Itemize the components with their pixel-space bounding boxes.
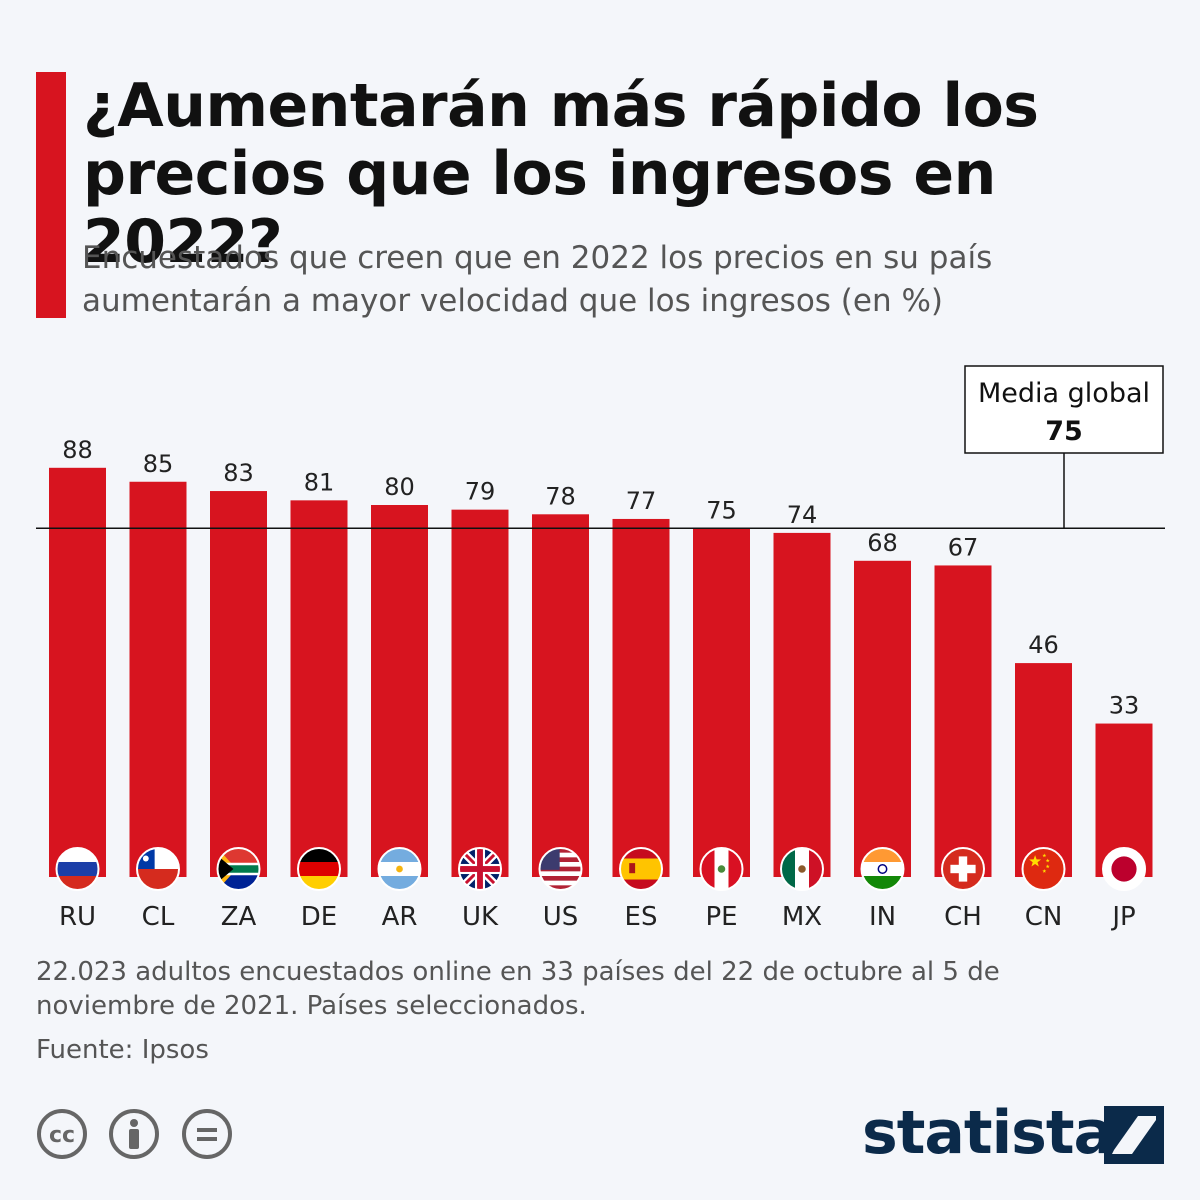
category-label-ar: AR xyxy=(382,902,418,932)
flag-usa-icon xyxy=(538,847,583,891)
svg-text:cc: cc xyxy=(49,1123,75,1148)
bar-in xyxy=(854,560,911,877)
flag-mexico-icon xyxy=(780,847,824,891)
bar-ru xyxy=(49,467,106,877)
chart-notes: 22.023 adultos encuestados online en 33 … xyxy=(36,957,1000,1021)
bar-es xyxy=(612,518,670,877)
flag-south-africa-icon xyxy=(216,847,261,891)
flag-uk-icon xyxy=(458,847,502,891)
category-label-uk: UK xyxy=(462,902,499,932)
bar-uk xyxy=(451,509,509,877)
value-label-za: 83 xyxy=(223,459,254,487)
value-label-us: 78 xyxy=(545,482,576,510)
accent-bar xyxy=(36,72,66,318)
value-label-uk: 79 xyxy=(465,478,496,506)
category-label-us: US xyxy=(543,902,579,932)
category-label-ch: CH xyxy=(944,902,982,932)
flag-switzerland-icon xyxy=(941,847,985,891)
value-label-cn: 46 xyxy=(1028,631,1059,659)
category-label-es: ES xyxy=(625,902,658,932)
value-label-jp: 33 xyxy=(1109,692,1140,720)
category-label-cn: CN xyxy=(1025,902,1063,932)
bar-za xyxy=(210,491,267,877)
value-label-pe: 75 xyxy=(706,496,737,524)
flag-russia-icon xyxy=(55,847,100,891)
flag-india-icon xyxy=(860,847,905,891)
category-label-pe: PE xyxy=(705,902,737,932)
value-label-ar: 80 xyxy=(384,473,415,501)
bar-pe xyxy=(693,528,750,877)
bar-us xyxy=(532,514,589,877)
bar-de xyxy=(290,500,348,877)
category-label-ru: RU xyxy=(59,902,96,932)
chart-title: ¿Aumentarán más rápido los precios que l… xyxy=(83,71,1039,277)
category-label-de: DE xyxy=(301,902,337,932)
statista-logo-text[interactable]: statista xyxy=(862,1098,1114,1168)
flag-japan-icon xyxy=(1102,847,1146,891)
bar-mx xyxy=(773,532,831,877)
flag-germany-icon xyxy=(297,847,341,891)
creative-commons-icon: cc xyxy=(37,1109,87,1159)
bar-cl xyxy=(129,481,187,877)
bar-chart: 88 RU 85 CL 83 ZA 81 DE 80 AR 79 UK 78 US 77 ES 75 PE 74 MX… xyxy=(36,365,1165,932)
value-label-es: 77 xyxy=(626,487,657,515)
chart-source: Fuente: Ipsos xyxy=(36,1035,209,1065)
value-label-cl: 85 xyxy=(143,450,174,478)
global-average-value: 75 xyxy=(1045,416,1083,447)
value-label-in: 68 xyxy=(867,529,898,557)
category-label-mx: MX xyxy=(782,902,822,932)
bar-cn xyxy=(1015,663,1072,877)
flag-spain-icon xyxy=(619,847,663,891)
bar-ch xyxy=(934,565,992,877)
flag-peru-icon xyxy=(699,847,744,891)
value-label-de: 81 xyxy=(304,468,335,496)
chart-subtitle: Encuestados que creen que en 2022 los pr… xyxy=(82,240,993,319)
attribution-icon xyxy=(109,1109,159,1159)
global-average-label: Media global xyxy=(978,378,1150,409)
statista-logo-icon[interactable] xyxy=(1104,1106,1164,1164)
category-label-in: IN xyxy=(869,902,896,932)
flag-argentina-icon xyxy=(377,847,422,891)
value-label-ru: 88 xyxy=(62,436,93,464)
no-derivatives-icon xyxy=(182,1109,232,1159)
global-average-box xyxy=(964,365,1164,454)
bar-ar xyxy=(371,505,428,877)
category-label-cl: CL xyxy=(142,902,175,932)
value-label-ch: 67 xyxy=(948,533,979,561)
category-label-za: ZA xyxy=(221,902,257,932)
value-label-mx: 74 xyxy=(787,501,818,529)
flag-chile-icon xyxy=(136,847,180,891)
category-label-jp: JP xyxy=(1110,902,1135,932)
flag-china-icon xyxy=(1021,847,1066,891)
